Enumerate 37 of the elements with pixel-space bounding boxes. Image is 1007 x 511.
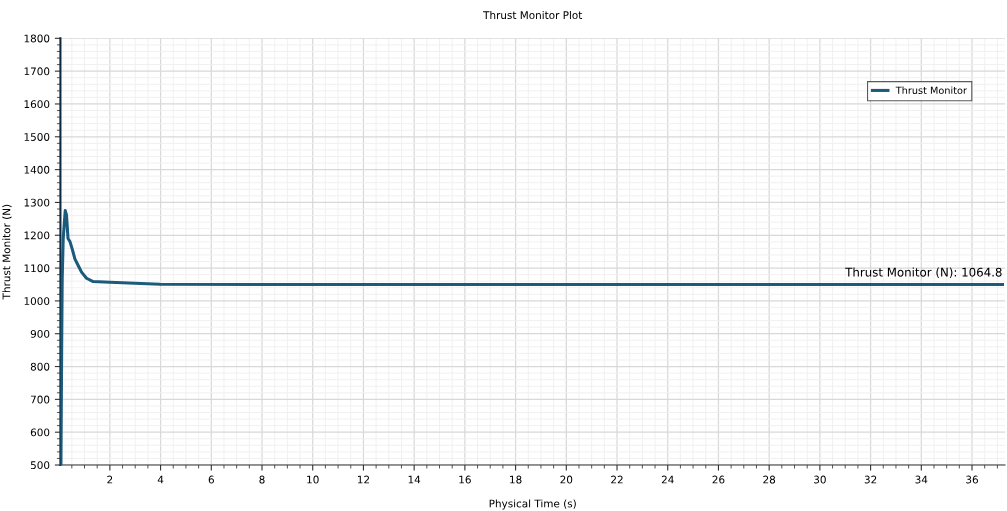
x-tick-label: 14	[408, 475, 421, 484]
x-tick-label: 26	[712, 475, 725, 484]
y-tick-label: 600	[30, 428, 50, 437]
y-tick-label: 1500	[24, 133, 50, 141]
x-tick-label: 32	[864, 475, 877, 484]
x-tick-label: 28	[763, 475, 776, 484]
chart-title: Thrust Monitor Plot	[483, 10, 583, 20]
y-tick-label: 700	[30, 395, 50, 404]
x-axis-title: Physical Time (s)	[489, 499, 576, 510]
x-tick-label: 18	[510, 475, 522, 484]
x-tick-label: 34	[915, 475, 928, 484]
x-tick-label: 6	[208, 475, 214, 484]
x-tick-label: 10	[307, 475, 319, 484]
x-tick-label: 36	[966, 475, 978, 484]
y-tick-label: 1300	[24, 198, 50, 207]
y-tick-label: 1200	[24, 231, 50, 240]
y-tick-label: 1400	[24, 165, 50, 174]
x-tick-label: 20	[560, 475, 573, 484]
y-tick-label: 1800	[24, 34, 50, 43]
y-tick-label: 500	[30, 461, 50, 470]
y-tick-label: 1600	[24, 100, 50, 109]
x-tick-label: 8	[259, 475, 265, 484]
x-tick-label: 12	[357, 475, 370, 484]
y-tick-label: 1700	[24, 67, 50, 76]
x-tick-label: 30	[814, 475, 826, 484]
legend-label: Thrust Monitor	[895, 86, 967, 94]
y-tick-label: 1000	[24, 297, 50, 306]
x-tick-label: 4	[157, 475, 164, 484]
y-tick-label: 1100	[24, 264, 50, 273]
y-tick-label: 900	[30, 329, 50, 338]
y-tick-label: 800	[30, 362, 50, 371]
x-tick-label: 16	[459, 475, 471, 484]
x-tick-label: 24	[661, 475, 674, 484]
x-tick-label: 22	[611, 475, 623, 484]
x-tick-label: 2	[107, 475, 113, 484]
y-axis-title: Thrust Monitor (N)	[2, 204, 12, 300]
annotation: Thrust Monitor (N): 1064.8	[845, 267, 1002, 279]
